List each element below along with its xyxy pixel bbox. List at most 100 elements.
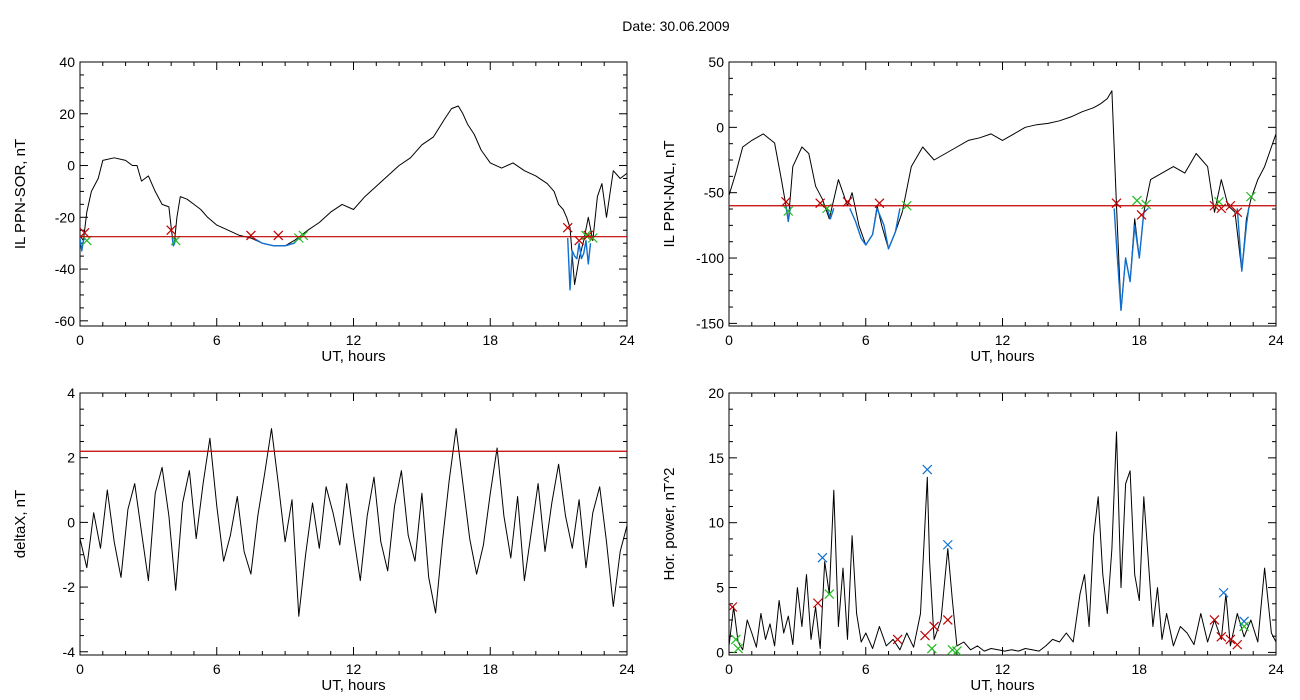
data-marker: [922, 464, 933, 475]
x-tick-label: 12: [995, 332, 1011, 348]
y-tick-label: -2: [63, 579, 76, 595]
data-marker: [842, 196, 853, 207]
data-marker: [733, 643, 744, 654]
x-tick-label: 18: [482, 661, 498, 677]
page-title: Date: 30.06.2009: [622, 18, 730, 34]
x-tick-label: 18: [1131, 661, 1147, 677]
chart-panel-2: 0 6 12 18 24 -150 -100 -50 0 50 UT, hours IL PPN-NA…: [661, 54, 1284, 365]
x-tick-label: 24: [1268, 332, 1284, 348]
below-threshold-line: [567, 237, 592, 291]
data-marker: [730, 634, 741, 645]
plot-frame: [79, 392, 628, 656]
below-threshold-line: [785, 205, 792, 223]
x-tick-label: 6: [862, 661, 870, 677]
x-tick-label: 0: [76, 661, 84, 677]
data-marker: [783, 206, 794, 216]
plot-area: [80, 428, 627, 617]
data-marker: [81, 235, 92, 246]
data-marker: [1141, 199, 1152, 210]
data-marker: [1239, 616, 1250, 627]
x-tick-label: 6: [213, 661, 221, 677]
below-threshold-line: [1113, 207, 1149, 311]
x-tick-label: 12: [995, 661, 1011, 677]
x-tick-label: 0: [725, 661, 733, 677]
x-tick-label: 24: [619, 661, 635, 677]
x-axis-label: UT, hours: [970, 677, 1034, 694]
plot-frame: [728, 61, 1277, 327]
x-axis-label: UT, hours: [321, 677, 385, 694]
data-marker: [942, 615, 953, 625]
y-tick-label: 10: [708, 515, 724, 531]
signal-line: [80, 105, 627, 286]
y-axis-label: Hor. power, nT^2: [661, 468, 678, 581]
data-marker: [166, 225, 177, 236]
signal-line: [729, 90, 1276, 311]
y-tick-label: -100: [696, 250, 724, 266]
data-marker: [1232, 207, 1243, 218]
data-marker: [817, 552, 828, 563]
plot-area: [729, 431, 1276, 655]
data-marker: [1209, 615, 1220, 625]
chart-panel-4: 0 6 12 18 24 0 5 10 15 20 UT, hours Hor. power, nT^…: [661, 385, 1284, 694]
y-tick-label: -20: [55, 209, 75, 225]
data-marker: [293, 233, 304, 243]
x-tick-label: 18: [1131, 332, 1147, 348]
y-tick-label: 20: [708, 385, 724, 401]
data-marker: [1214, 196, 1224, 207]
y-axis-label: deltaX, nT: [12, 490, 29, 558]
data-marker: [170, 235, 181, 246]
below-threshold-line: [80, 237, 86, 252]
data-marker: [824, 589, 835, 599]
data-marker: [951, 646, 962, 655]
plot-frame: [79, 61, 628, 327]
plot-area: [80, 105, 627, 291]
plot-area: [729, 90, 1276, 311]
below-threshold-line: [849, 207, 901, 250]
data-marker: [1225, 634, 1236, 645]
x-tick-label: 12: [346, 661, 362, 677]
y-tick-label: 0: [716, 644, 724, 660]
data-marker: [926, 643, 937, 654]
y-tick-label: -50: [704, 185, 724, 201]
y-tick-label: -4: [63, 644, 76, 660]
x-axis-label: UT, hours: [970, 348, 1034, 365]
y-tick-label: 40: [59, 54, 75, 70]
data-marker: [781, 196, 791, 207]
y-tick-label: 20: [59, 106, 75, 122]
data-marker: [581, 230, 591, 241]
data-marker: [1239, 621, 1250, 632]
y-tick-label: -40: [55, 261, 75, 277]
data-marker: [246, 230, 256, 241]
y-tick-label: 0: [67, 514, 75, 530]
plot-frame: [728, 392, 1277, 656]
y-tick-label: 2: [67, 450, 75, 466]
y-tick-label: 0: [67, 158, 75, 174]
data-marker: [1136, 209, 1147, 220]
data-marker: [80, 227, 90, 238]
x-tick-label: 18: [482, 332, 498, 348]
x-tick-label: 6: [862, 332, 870, 348]
y-axis-label: IL PPN-NAL, nT: [661, 141, 678, 248]
data-marker: [942, 539, 953, 550]
data-marker: [892, 634, 903, 645]
x-tick-label: 12: [346, 332, 362, 348]
data-marker: [929, 621, 940, 632]
y-tick-label: 4: [67, 385, 75, 401]
signal-line: [729, 431, 1276, 652]
y-tick-label: 50: [708, 54, 724, 70]
y-tick-label: -150: [696, 315, 724, 331]
y-tick-label: -60: [55, 313, 75, 329]
data-marker: [583, 230, 594, 241]
y-tick-label: 15: [708, 450, 724, 466]
below-threshold-line: [826, 208, 835, 220]
x-tick-label: 6: [213, 332, 221, 348]
x-tick-label: 0: [76, 332, 84, 348]
data-marker: [1232, 639, 1243, 650]
x-tick-label: 24: [1268, 661, 1284, 677]
data-marker: [1216, 631, 1227, 642]
data-marker: [562, 222, 573, 233]
signal-line: [80, 428, 627, 617]
x-tick-label: 24: [619, 332, 635, 348]
